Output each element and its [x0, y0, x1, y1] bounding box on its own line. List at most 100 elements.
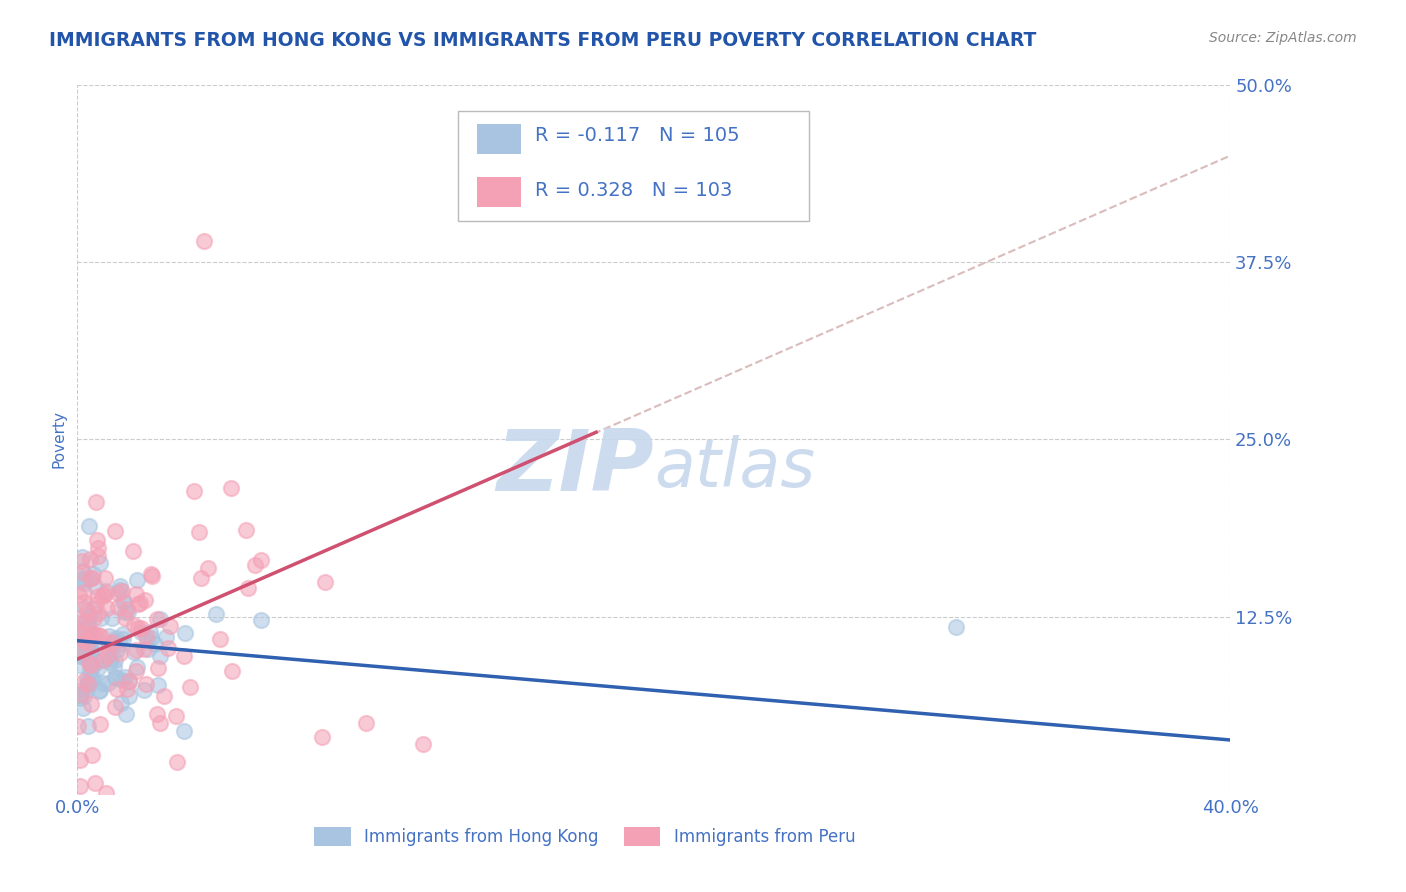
Point	[311, 730, 333, 744]
Point	[122, 645, 145, 659]
Point	[125, 664, 148, 678]
Point	[235, 524, 257, 538]
Point	[77, 519, 100, 533]
Point	[134, 593, 156, 607]
Point	[97, 629, 120, 643]
Point	[166, 756, 188, 770]
Point	[69, 624, 91, 639]
Point	[76, 719, 98, 733]
Point	[139, 632, 162, 646]
Point	[139, 624, 162, 639]
Point	[77, 609, 100, 624]
Point	[70, 573, 93, 587]
Point	[115, 706, 138, 721]
Point	[114, 611, 136, 625]
Point	[70, 549, 93, 564]
Point	[79, 654, 101, 668]
Point	[149, 648, 172, 663]
Point	[105, 671, 128, 685]
Point	[132, 683, 155, 698]
Point	[221, 664, 243, 678]
Point	[72, 595, 94, 609]
Point	[72, 570, 94, 584]
Point	[114, 605, 136, 619]
Point	[67, 627, 90, 641]
Point	[70, 687, 93, 701]
Point	[141, 569, 163, 583]
Point	[80, 643, 103, 657]
Point	[67, 616, 90, 631]
Point	[111, 632, 134, 647]
Point	[354, 715, 377, 730]
Text: R = 0.328   N = 103: R = 0.328 N = 103	[536, 181, 733, 200]
Point	[187, 524, 209, 539]
Point	[66, 719, 89, 733]
Point	[80, 626, 103, 640]
Point	[104, 669, 127, 683]
Point	[72, 689, 94, 703]
Point	[122, 543, 145, 558]
Point	[146, 678, 169, 692]
Point	[87, 549, 110, 563]
Point	[80, 626, 103, 640]
Point	[197, 561, 219, 575]
Point	[110, 583, 132, 598]
Point	[124, 587, 146, 601]
Point	[90, 610, 112, 624]
Point	[86, 533, 108, 547]
Point	[136, 632, 159, 647]
Point	[314, 575, 336, 590]
FancyBboxPatch shape	[458, 111, 810, 221]
Point	[69, 627, 91, 641]
Point	[94, 572, 117, 586]
Point	[129, 596, 152, 610]
Point	[76, 634, 98, 648]
Point	[77, 572, 100, 586]
Point	[412, 737, 434, 751]
Point	[108, 636, 131, 650]
Point	[77, 675, 100, 690]
Point	[83, 776, 105, 790]
Point	[80, 747, 103, 762]
Point	[153, 689, 176, 703]
Point	[69, 658, 91, 673]
Point	[87, 684, 110, 698]
Point	[77, 677, 100, 691]
Point	[96, 601, 118, 615]
Point	[118, 689, 141, 703]
Point	[129, 625, 152, 640]
Legend: Immigrants from Hong Kong, Immigrants from Peru: Immigrants from Hong Kong, Immigrants fr…	[308, 821, 862, 853]
Point	[155, 630, 177, 644]
Point	[98, 651, 121, 665]
Point	[127, 660, 149, 674]
Point	[117, 602, 139, 616]
Point	[67, 636, 90, 650]
Point	[146, 661, 169, 675]
Point	[82, 566, 104, 581]
Point	[73, 576, 96, 591]
Point	[100, 655, 122, 669]
Point	[104, 653, 127, 667]
Point	[98, 641, 121, 656]
Point	[145, 612, 167, 626]
Point	[90, 589, 112, 603]
Point	[84, 495, 107, 509]
Point	[135, 629, 157, 643]
Point	[72, 627, 94, 641]
Point	[97, 637, 120, 651]
Point	[79, 552, 101, 566]
Point	[104, 634, 127, 648]
Point	[93, 588, 115, 602]
Point	[73, 585, 96, 599]
FancyBboxPatch shape	[478, 124, 522, 153]
Point	[70, 643, 93, 657]
Point	[149, 611, 172, 625]
Point	[124, 618, 146, 632]
Point	[250, 613, 273, 627]
Point	[77, 618, 100, 632]
Point	[250, 553, 273, 567]
Point	[79, 642, 101, 657]
Point	[135, 676, 157, 690]
Point	[117, 682, 139, 697]
Point	[110, 696, 132, 710]
